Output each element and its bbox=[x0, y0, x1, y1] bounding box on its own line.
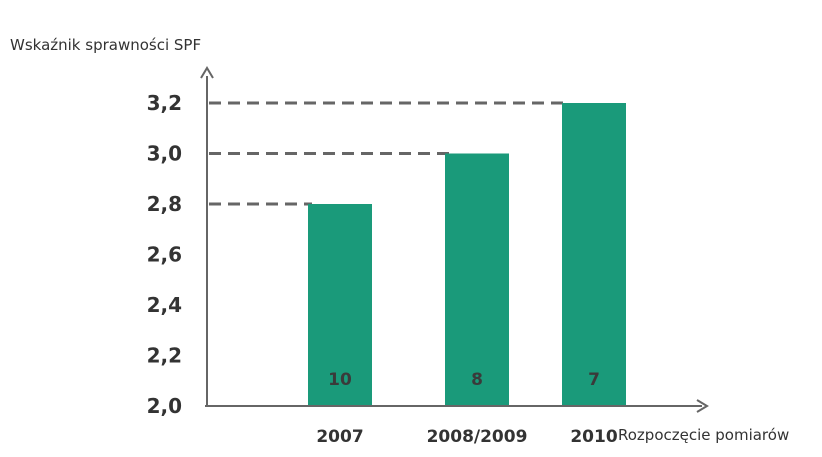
x-axis-arrow-icon bbox=[696, 399, 709, 413]
y-tick-labels: 2,0 2,2 2,4 2,6 2,8 3,0 3,2 bbox=[147, 91, 182, 418]
bar bbox=[445, 153, 509, 406]
bar bbox=[308, 204, 372, 406]
x-tick-labels: 2007 2008/2009 2010 bbox=[316, 427, 617, 447]
bar-data-labels: 10 8 7 bbox=[328, 370, 600, 390]
x-tick-label: 2007 bbox=[316, 427, 363, 447]
y-tick-label: 2,4 bbox=[147, 293, 182, 317]
bars bbox=[308, 103, 626, 406]
bar-data-label: 8 bbox=[471, 370, 483, 390]
y-axis-arrow-icon bbox=[200, 66, 214, 79]
y-tick-label: 2,8 bbox=[147, 192, 182, 216]
y-tick-label: 2,0 bbox=[147, 394, 182, 418]
x-axis-title: Rozpoczęcie pomiarów bbox=[618, 426, 789, 444]
bar-data-label: 7 bbox=[588, 370, 600, 390]
x-tick-label: 2010 bbox=[570, 427, 617, 447]
y-tick-label: 3,2 bbox=[147, 91, 182, 115]
y-tick-label: 2,6 bbox=[147, 243, 182, 267]
axes bbox=[200, 66, 709, 413]
reference-lines bbox=[209, 101, 566, 206]
bar-data-label: 10 bbox=[328, 370, 352, 390]
y-axis-title: Wskaźnik sprawności SPF bbox=[10, 36, 201, 54]
y-tick-label: 2,2 bbox=[147, 344, 182, 368]
y-tick-label: 3,0 bbox=[147, 142, 182, 166]
x-tick-label: 2008/2009 bbox=[427, 427, 528, 447]
bar bbox=[562, 103, 626, 406]
